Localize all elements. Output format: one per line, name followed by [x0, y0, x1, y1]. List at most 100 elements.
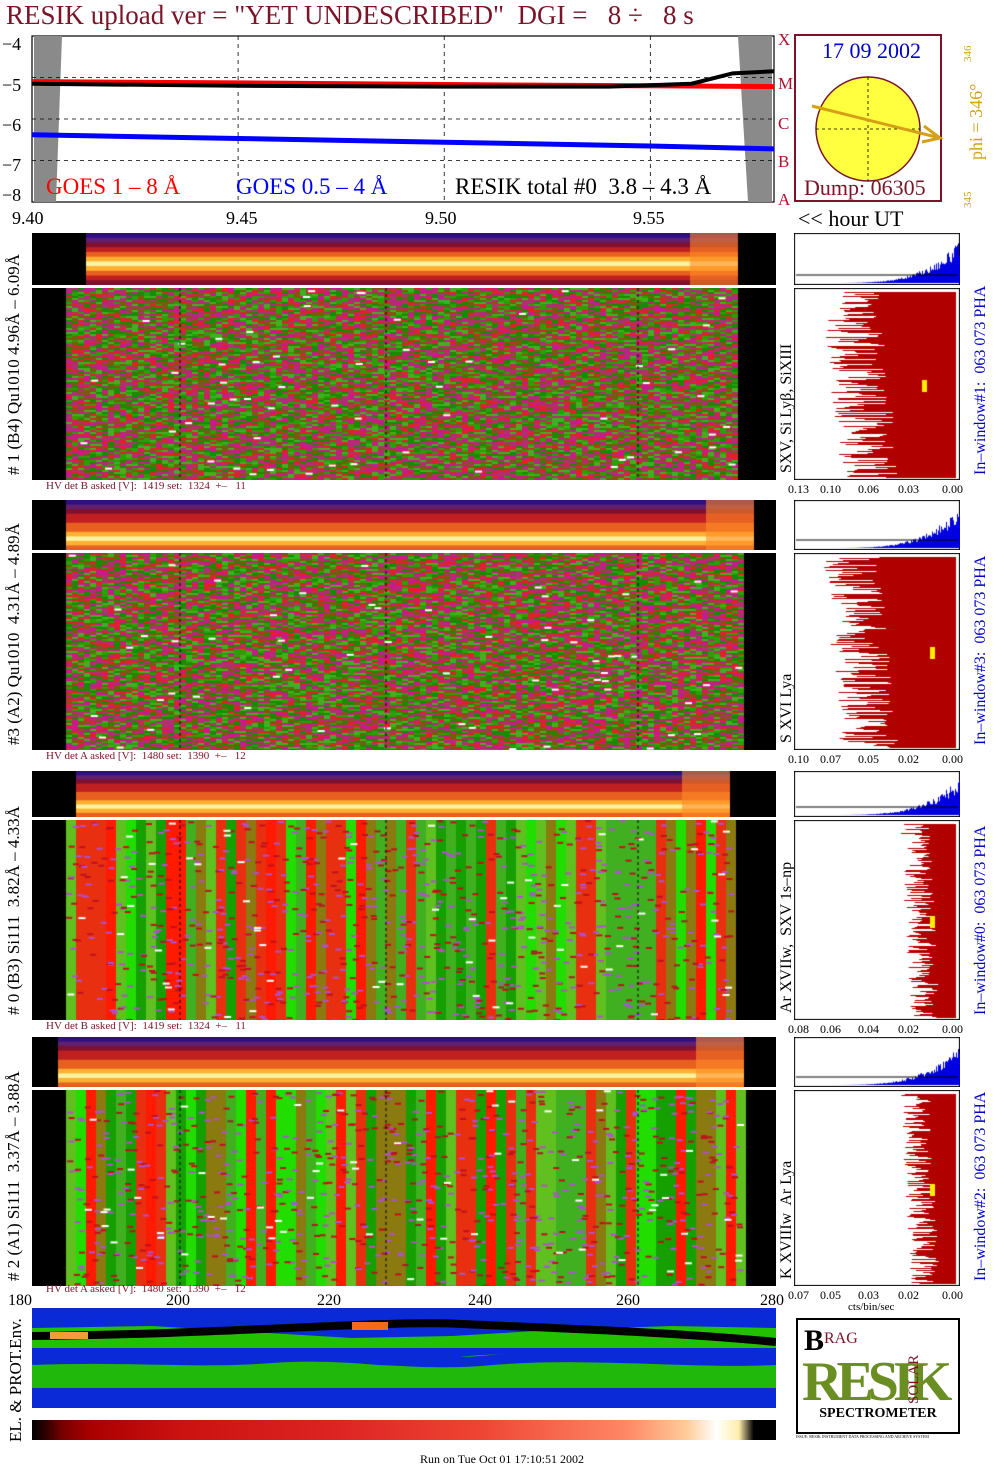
pha-tick: 0.04: [858, 1022, 879, 1036]
pha-histogram: [794, 771, 960, 817]
spectrum-band: [32, 233, 776, 285]
xtick-label: 9.40: [12, 208, 44, 228]
spectrum-band: [32, 500, 776, 550]
pha-tick: 0.00: [942, 482, 963, 496]
class-letter: X: [778, 30, 791, 49]
logo-ragg: RAG: [824, 1330, 858, 1347]
phi-label: phi = 346°: [966, 83, 986, 160]
class-letter: B: [778, 152, 790, 171]
legend-resik-total: RESIK total #0 3.8 – 4.3 Å: [455, 174, 712, 199]
in-window-label: In–window#2: 063 073 PHA: [972, 1091, 989, 1281]
ytick-label: −6: [2, 115, 22, 135]
logo-solar: SOLAR: [906, 1354, 922, 1404]
page-title: RESIK upload ver = "YET UNDESCRIBED" DGI…: [6, 0, 694, 30]
hv-label: HV det B asked [V]: 1419 set: 1324 +– 11: [46, 1020, 246, 1032]
env-marker: [50, 1332, 88, 1339]
detector-label: # 0 (B3) Si111 3.82Å – 4.33Å: [4, 806, 23, 1015]
pha-tick: 0.00: [942, 1022, 963, 1036]
bottom-xtick: 220: [317, 1292, 341, 1309]
hour-ut-label: << hour UT: [798, 206, 904, 231]
in-window-label: In–window#1: 063 073 PHA: [972, 285, 989, 475]
sun-position-panel: [794, 34, 944, 202]
spectrum-image: [32, 1090, 776, 1286]
pha-tick: 0.07: [788, 1288, 809, 1302]
ytick-label: −5: [2, 75, 22, 95]
wavelength-profile: [794, 820, 960, 1020]
wavelength-profile: [794, 553, 960, 750]
xtick-label: 9.55: [633, 208, 665, 228]
detector-label: # 2 (A1) Si111 3.37Å – 3.88Å: [4, 1071, 23, 1281]
bottom-xtick: 240: [468, 1292, 492, 1309]
env-black-trace: [32, 1319, 776, 1346]
dump-number: Dump: 06305: [804, 175, 926, 200]
legend-goes-red: GOES 1 – 8 Å: [46, 174, 181, 199]
pha-tick: 0.10: [820, 482, 841, 496]
spectrum-image: [32, 820, 776, 1020]
spectrum-band: [32, 771, 776, 817]
goes-grid: [32, 36, 774, 202]
phi-bottom: 345: [962, 191, 974, 209]
pha-tick: 0.00: [942, 1288, 963, 1302]
xtick-label: 9.50: [425, 208, 457, 228]
class-letter: C: [778, 114, 790, 133]
color-scale-bar: [32, 1420, 776, 1440]
wavelength-profile: [794, 288, 960, 480]
class-letter: M: [778, 74, 794, 93]
pha-tick: 0.13: [788, 482, 809, 496]
run-footer: Run on Tue Oct 01 17:10:51 2002: [419, 1452, 584, 1466]
goes-series-line-2: [31, 69, 775, 89]
flare-class-axis: X M C B A: [776, 28, 794, 209]
goes-series-line-0: [31, 79, 775, 90]
xtick-label: 9.45: [226, 208, 258, 228]
ytick-label: −7: [2, 155, 22, 175]
pha-tick: 0.10: [788, 752, 809, 766]
pha-histogram: [794, 233, 960, 285]
pha-tick: 0.02: [898, 1288, 919, 1302]
pha-histogram: [794, 500, 960, 550]
env-marker: [352, 1322, 388, 1330]
pha-tick: 0.02: [898, 752, 919, 766]
pha-tick: 0.00: [942, 752, 963, 766]
in-window-label: In–window#3: 063 073 PHA: [972, 555, 989, 745]
spectrum-band: [32, 1037, 776, 1087]
resik-logo: B RAG RESIK SOLAR SPECTROMETER: [796, 1318, 960, 1434]
hv-label: HV det B asked [V]: 1419 set: 1324 +– 11: [46, 480, 246, 492]
ytick-label: −8: [2, 185, 22, 205]
logo-b: B: [804, 1324, 825, 1357]
goes-lightcurve: [31, 35, 775, 203]
bottom-xtick: 200: [166, 1292, 190, 1309]
spectrum-image: [32, 553, 776, 750]
ytick-label: −4: [2, 34, 22, 54]
hv-label: HV det A asked [V]: 1480 set: 1390 +– 12: [46, 1283, 246, 1295]
spectrum-image: [32, 288, 776, 480]
bottom-xtick: 180: [8, 1292, 32, 1309]
pha-tick: 0.06: [820, 1022, 841, 1036]
pha-xlabel: cts/bin/sec: [848, 1301, 895, 1313]
detector-label: # 1 (B4) Qu1010 4.96Å – 6.09Å: [4, 254, 23, 475]
pha-tick: 0.08: [788, 1022, 809, 1036]
pha-tick: 0.05: [820, 1288, 841, 1302]
wavelength-profile: [794, 1090, 960, 1286]
logo-spectrometer: SPECTROMETER: [819, 1406, 937, 1421]
environment-panel: [32, 1308, 776, 1408]
pha-tick: 0.06: [858, 482, 879, 496]
pha-tick: 0.05: [858, 752, 879, 766]
pha-tick: 0.02: [898, 1022, 919, 1036]
sun-rotation-arrow: [811, 104, 941, 140]
class-letter: A: [778, 190, 791, 209]
phi-top: 346: [962, 45, 974, 63]
logo-resik: RESIK: [802, 1351, 952, 1413]
in-window-label: In–window#0: 063 073 PHA: [972, 825, 989, 1015]
bottom-xtick: 280: [760, 1292, 784, 1309]
goes-series-line-1: [31, 132, 775, 152]
hv-label: HV det A asked [V]: 1480 set: 1390 +– 12: [46, 750, 246, 762]
detector-label: #3 (A2) Qu1010 4.31Å – 4.89Å: [4, 523, 23, 745]
pha-tick: 0.03: [898, 482, 919, 496]
env-stripe: [32, 1351, 776, 1368]
pha-histogram: [794, 1037, 960, 1087]
logo-fineprint: ISSUE: RESIK INSTRUMENT DATA PROCESSING …: [796, 1434, 929, 1439]
pha-tick: 0.03: [858, 1288, 879, 1302]
goes-yaxis: −4 −5 −6 −7 −8: [0, 28, 32, 208]
pha-tick: 0.07: [820, 752, 841, 766]
sun-date: 17 09 2002: [822, 38, 921, 63]
